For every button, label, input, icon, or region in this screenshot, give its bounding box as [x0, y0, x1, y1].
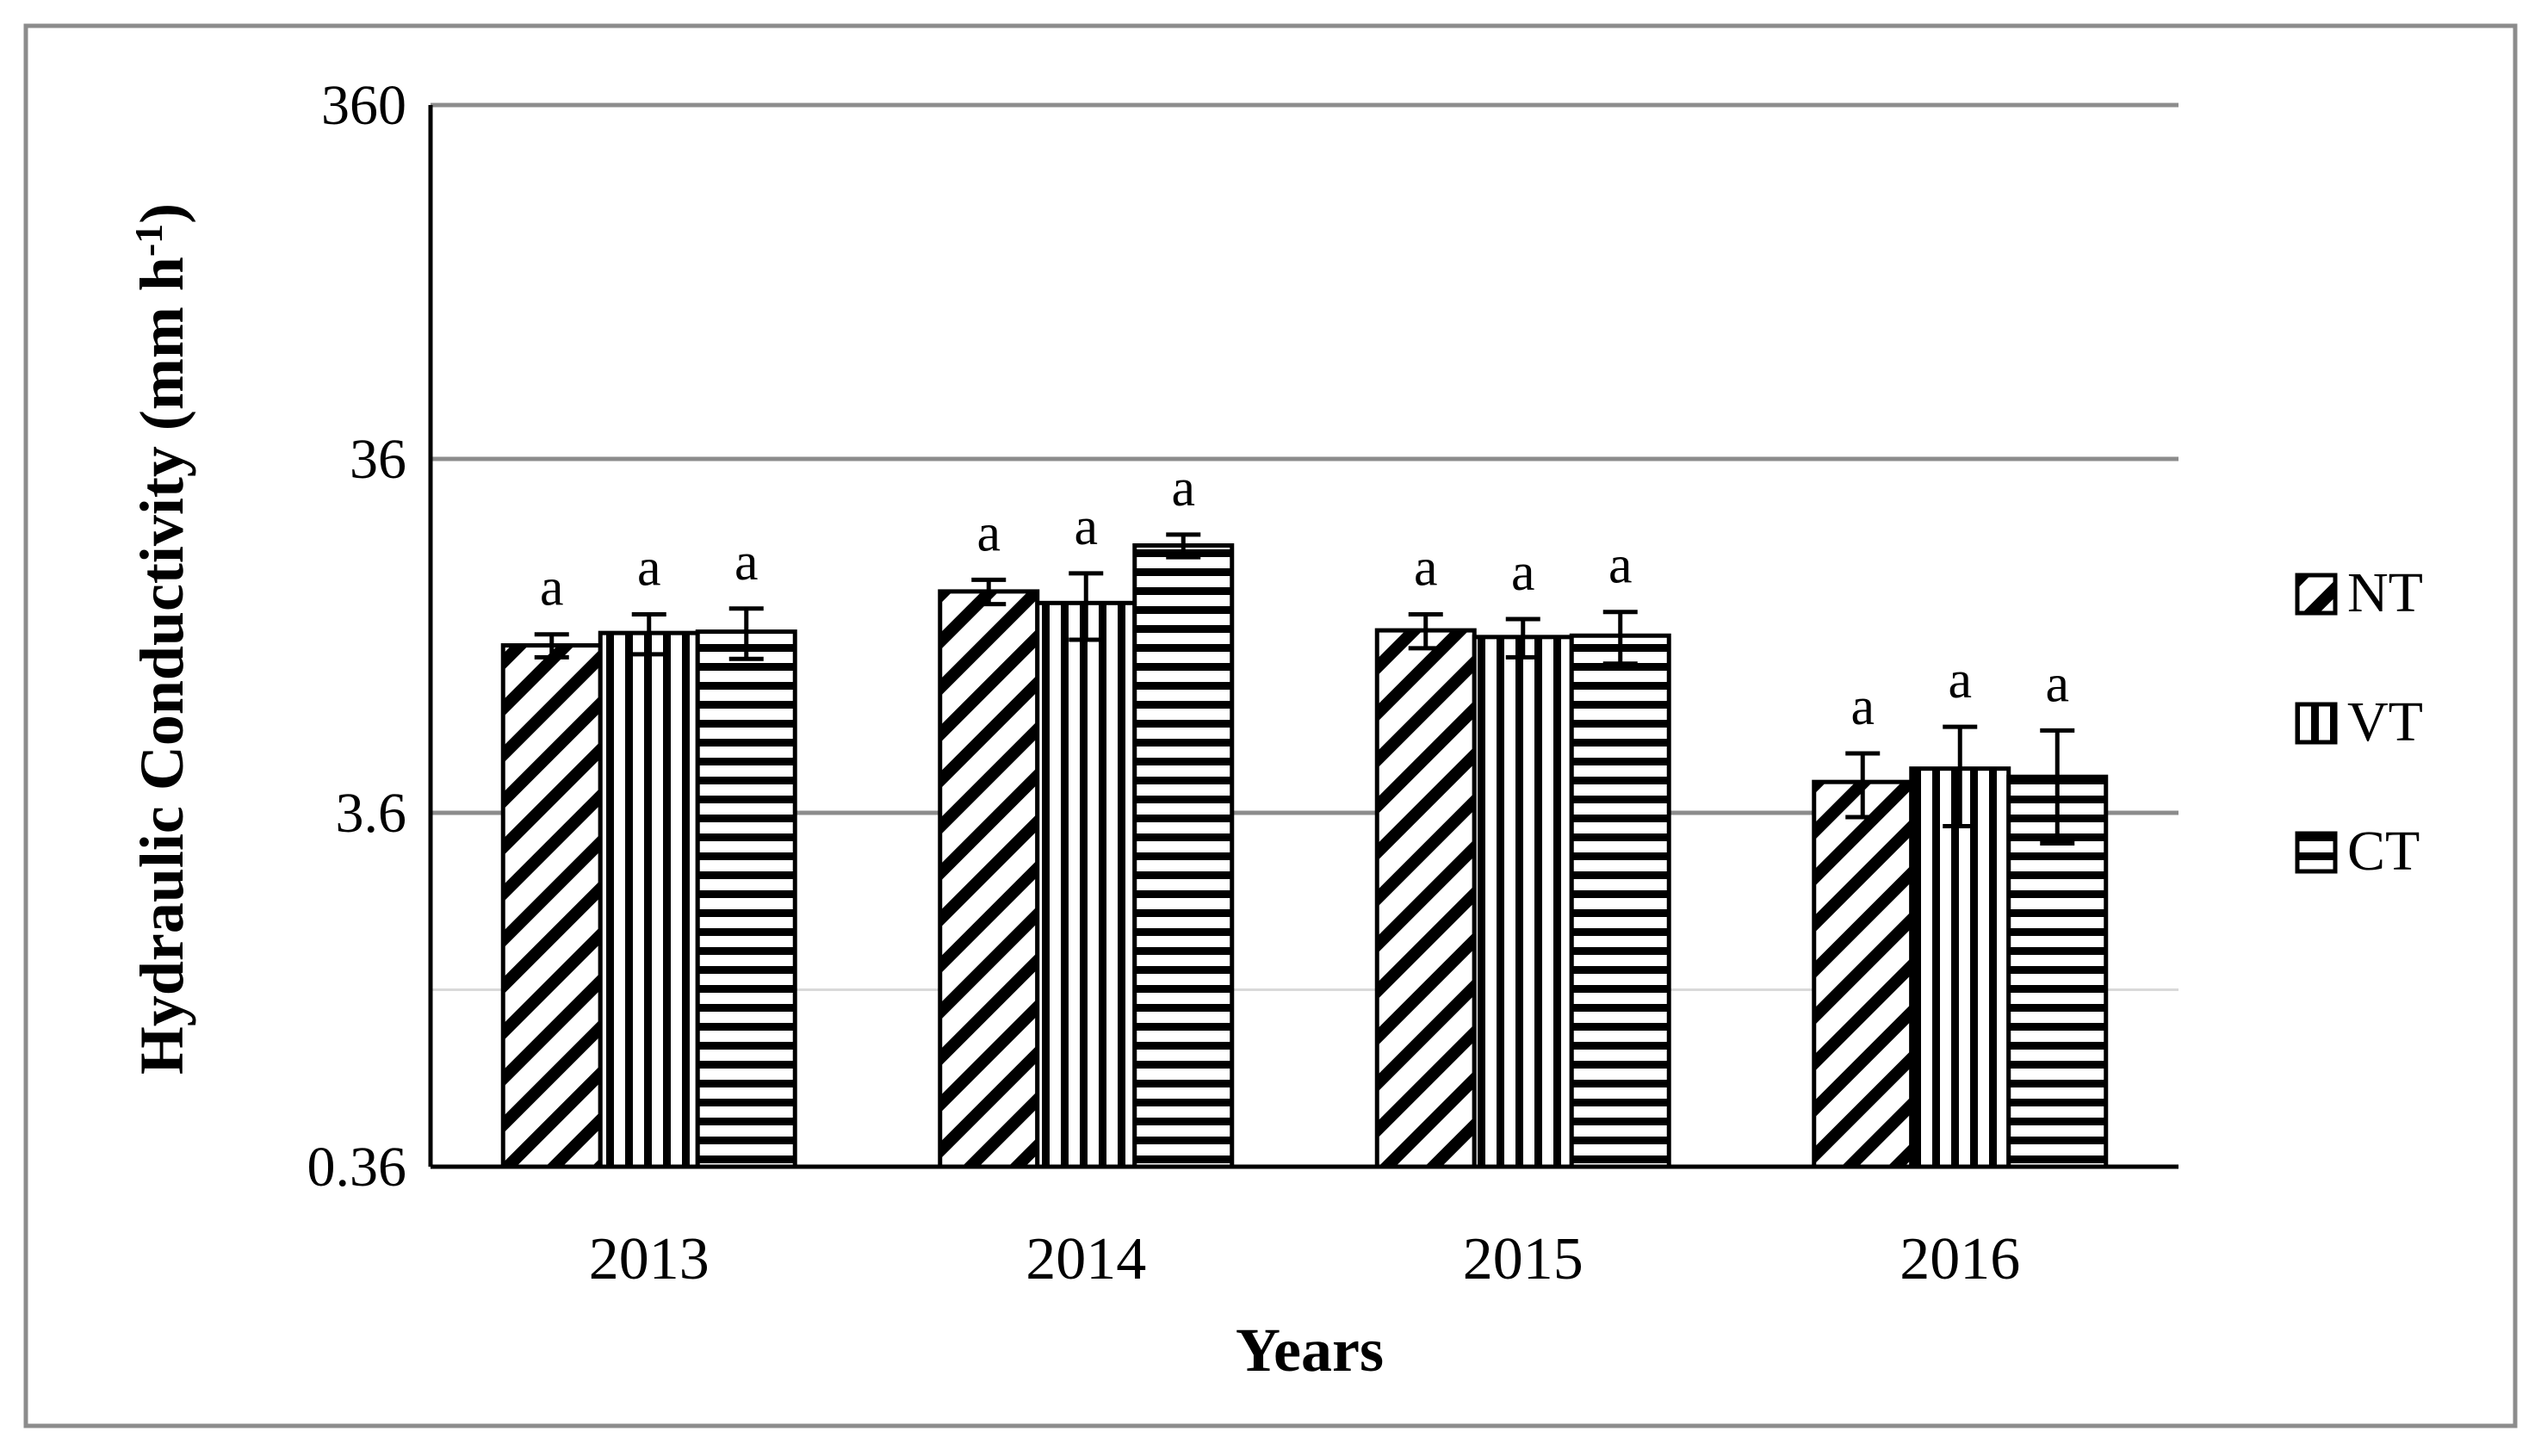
legend-label-CT: CT — [2347, 820, 2420, 883]
x-tick-labels: 2013 2014 2015 2016 — [589, 1226, 2021, 1292]
significance-letter: a — [2045, 654, 2069, 713]
bar-NT-2016 — [1812, 779, 1914, 1169]
significance-letters: a a a a a a a a a a a a — [540, 459, 2069, 736]
bar-VT-2014 — [1035, 600, 1137, 1169]
significance-letter: a — [637, 538, 661, 597]
legend: NT VT CT — [2295, 561, 2423, 883]
bar-VT-2015 — [1472, 635, 1574, 1169]
significance-letter: a — [1074, 498, 1098, 556]
x-tick-label: 2014 — [1026, 1226, 1146, 1292]
bar-CT-2015 — [1569, 633, 1671, 1169]
y-axis-title: Hydraulic Conductivity (mm h-1) — [127, 203, 196, 1075]
y-tick-label: 36 — [350, 428, 406, 491]
bar-VT-2013 — [598, 630, 700, 1169]
x-tick-label: 2016 — [1900, 1226, 2020, 1292]
axes — [428, 105, 2178, 1169]
y-axis-title-superscript: -1 — [127, 224, 170, 257]
significance-letter: a — [1608, 536, 1633, 595]
y-tick-label: 0.36 — [307, 1136, 407, 1199]
y-tick-label: 3.6 — [336, 782, 407, 845]
y-axis-title-close: ) — [127, 203, 196, 224]
legend-swatch-CT — [2295, 831, 2338, 874]
legend-swatch-NT — [2295, 573, 2338, 616]
significance-letter: a — [1948, 651, 1972, 709]
bar-CT-2013 — [695, 629, 797, 1169]
bar-NT-2014 — [938, 589, 1040, 1169]
bar-NT-2015 — [1374, 628, 1477, 1169]
significance-letter: a — [1171, 459, 1195, 517]
y-tick-labels: 0.36 3.6 36 360 — [307, 74, 407, 1199]
bar-CT-2014 — [1132, 543, 1235, 1169]
bars — [500, 532, 2109, 1169]
significance-letter: a — [1414, 538, 1438, 597]
chart-border — [23, 23, 2518, 1428]
significance-letter: a — [976, 504, 1001, 562]
legend-label-VT: VT — [2347, 691, 2423, 753]
legend-swatch-VT — [2295, 702, 2338, 745]
x-axis-title: Years — [1236, 1316, 1384, 1385]
significance-letter: a — [540, 559, 564, 617]
legend-label-NT: NT — [2347, 561, 2423, 624]
bar-NT-2013 — [500, 643, 603, 1169]
y-tick-label: 360 — [321, 74, 406, 137]
significance-letter: a — [734, 533, 759, 592]
significance-letter: a — [1511, 543, 1535, 602]
significance-letter: a — [1850, 678, 1875, 736]
x-tick-label: 2015 — [1463, 1226, 1583, 1292]
x-tick-label: 2013 — [589, 1226, 710, 1292]
